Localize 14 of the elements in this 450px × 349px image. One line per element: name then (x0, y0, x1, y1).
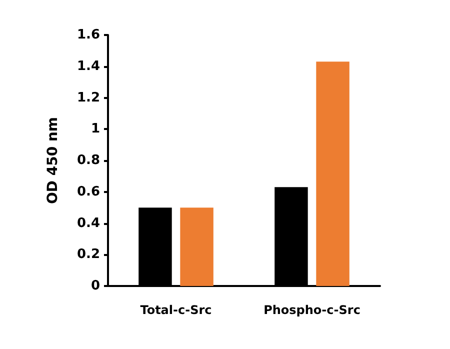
x-tick-label: Total-c-Src (140, 303, 212, 317)
bar (180, 208, 214, 286)
y-tick-label: 1 (90, 122, 100, 137)
y-tick-label: 1.6 (76, 28, 100, 42)
bar (316, 62, 350, 286)
y-axis-title: OD 450 nm (45, 116, 61, 204)
y-tick-label: 1.4 (76, 58, 100, 74)
y-tick-label: 0.8 (76, 153, 100, 168)
y-tick-label: 0.2 (76, 247, 100, 262)
y-tick-label: 0.4 (76, 216, 100, 231)
y-tick-label: 0.6 (76, 184, 100, 200)
x-tick-label: Phospho-c-Src (264, 303, 360, 317)
y-tick-label: 0 (90, 278, 100, 294)
y-tick-label: 1.2 (76, 90, 100, 106)
